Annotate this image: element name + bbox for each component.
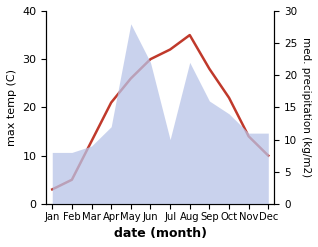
Y-axis label: max temp (C): max temp (C) bbox=[7, 69, 17, 146]
Y-axis label: med. precipitation (kg/m2): med. precipitation (kg/m2) bbox=[301, 37, 311, 177]
X-axis label: date (month): date (month) bbox=[114, 227, 207, 240]
